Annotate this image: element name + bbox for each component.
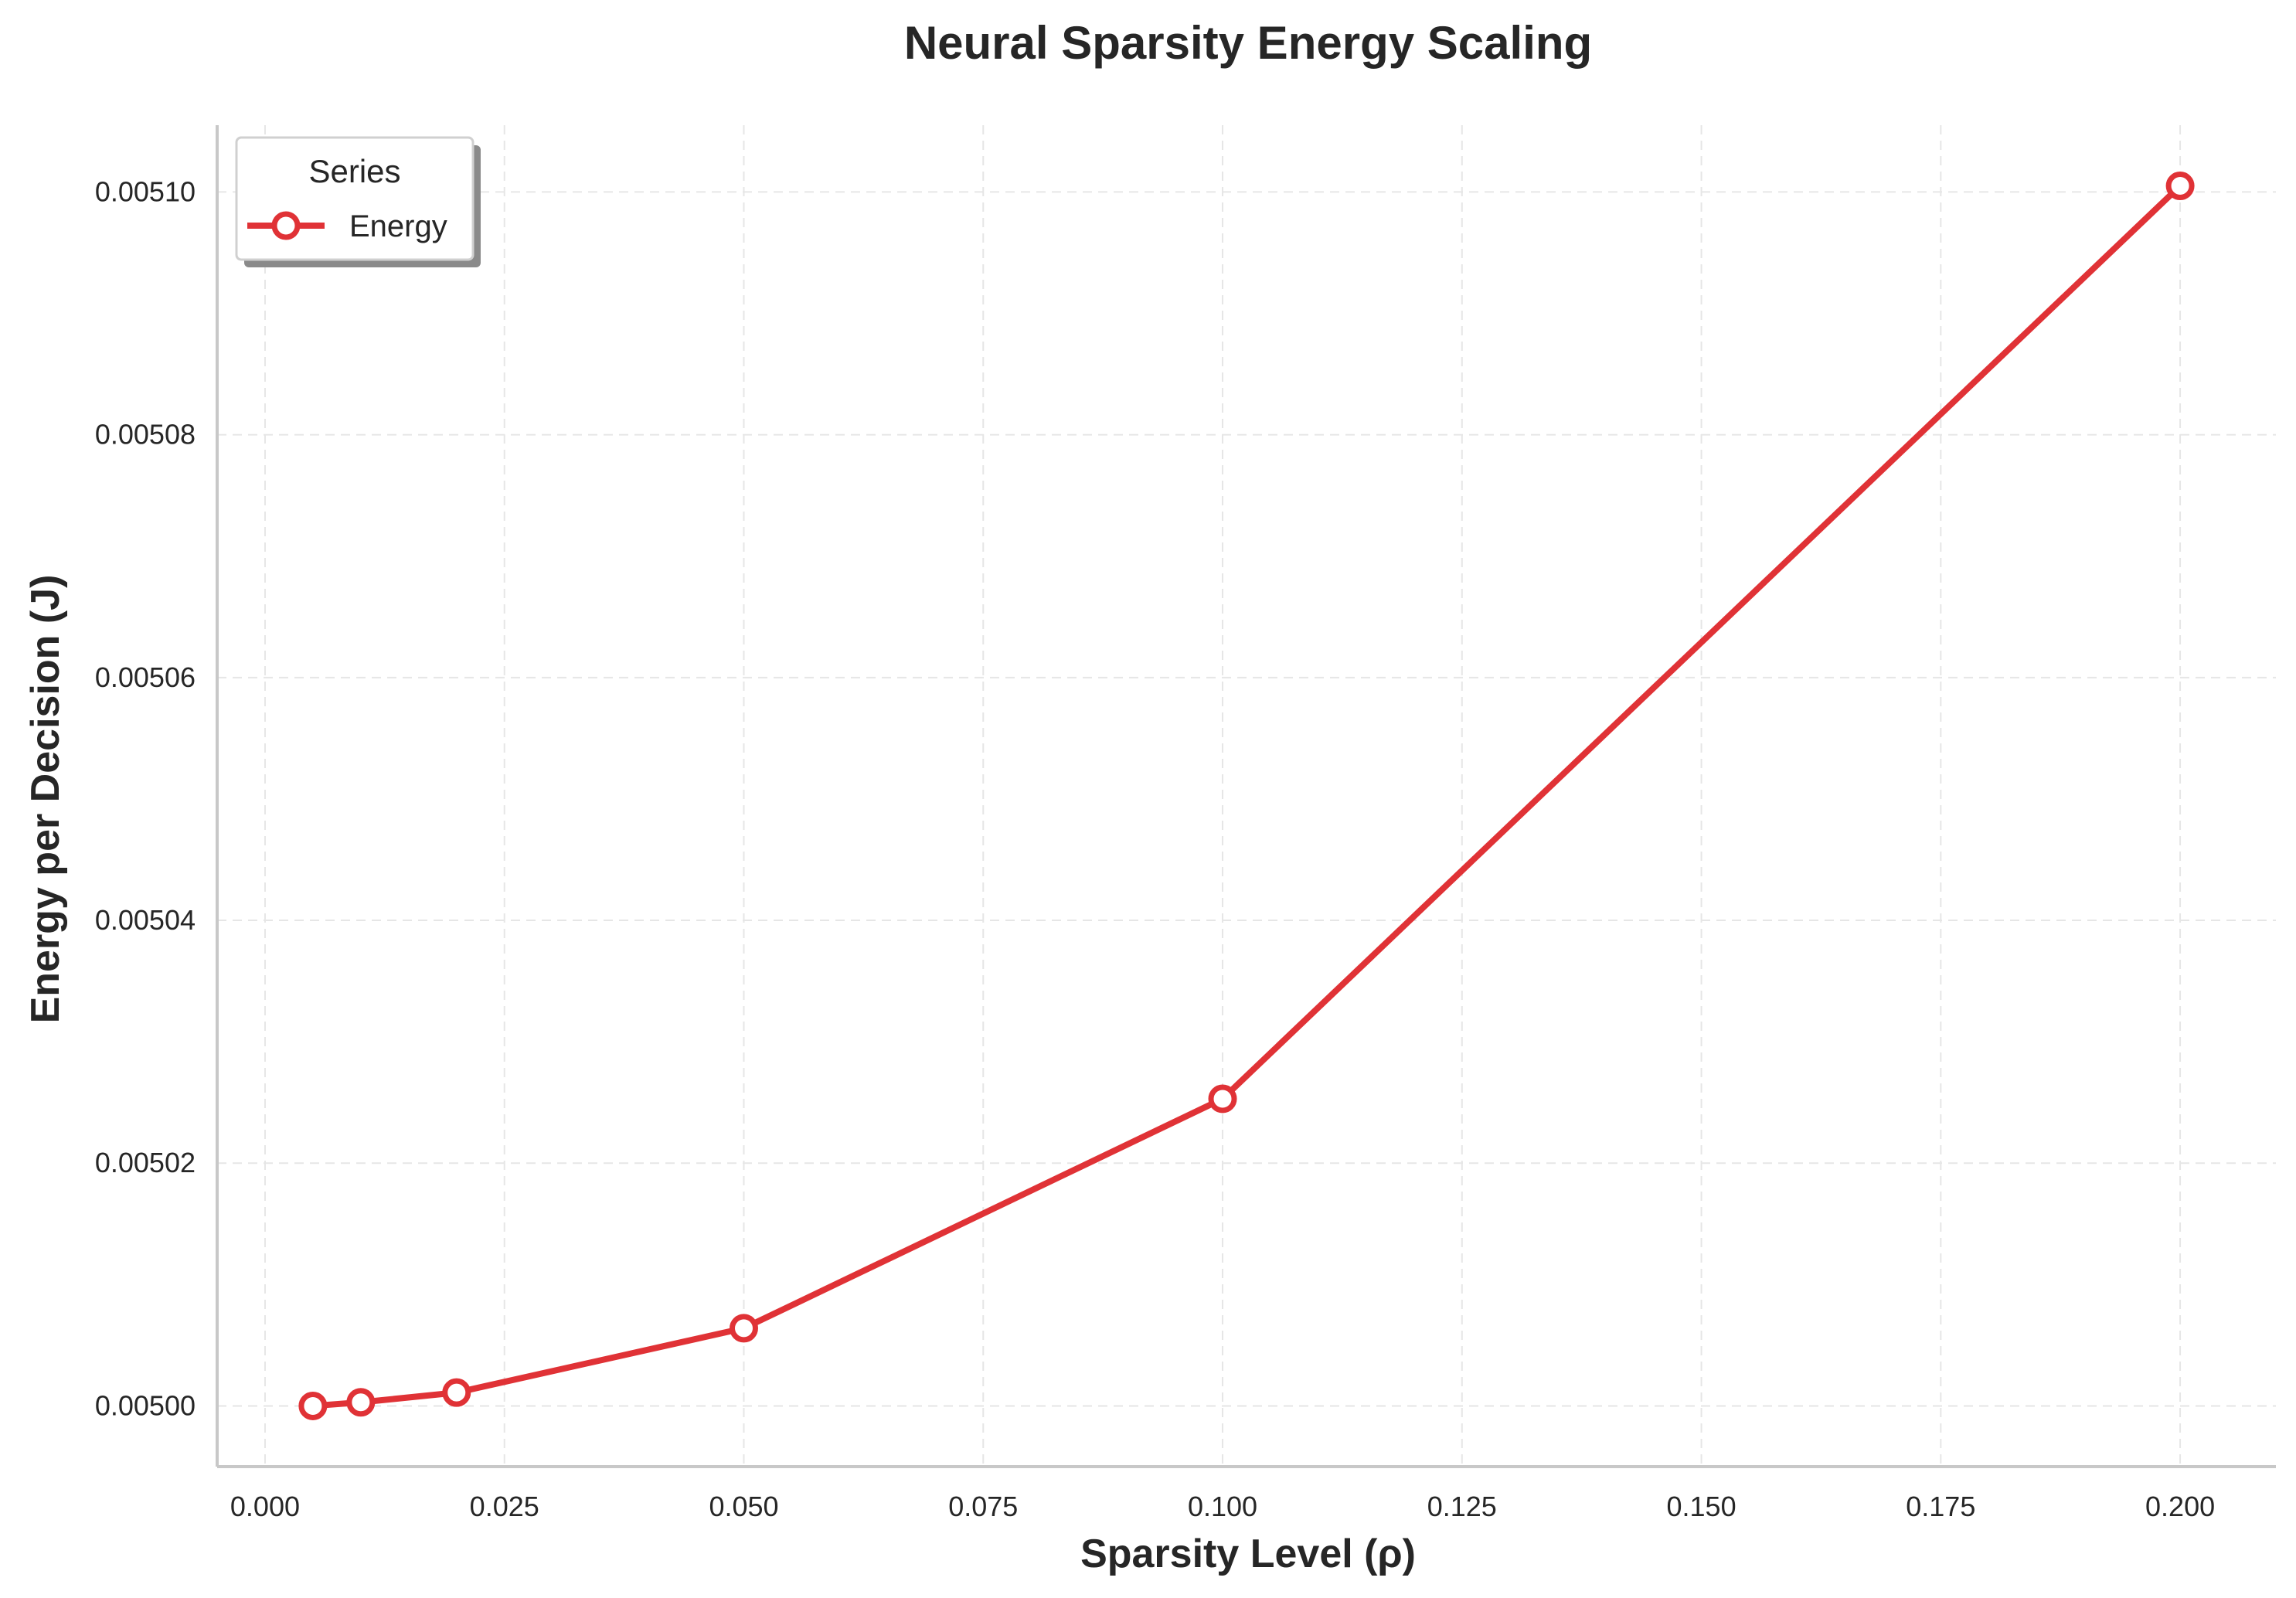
legend: Series Energy xyxy=(235,136,481,267)
y-tick-label: 0.00506 xyxy=(95,661,196,693)
legend-swatch-marker xyxy=(271,211,301,240)
y-tick-labels: 0.00500 0.00502 0.00504 0.00506 0.00508 0.005… xyxy=(95,175,196,1421)
series xyxy=(298,172,2195,1420)
x-tick-label: 0.000 xyxy=(230,1491,300,1522)
y-tick-label: 0.00504 xyxy=(95,904,196,936)
x-axis-label: Sparsity Level (ρ) xyxy=(1080,1532,1416,1576)
y-tick-label: 0.00508 xyxy=(95,419,196,450)
data-point xyxy=(442,1378,471,1407)
x-tick-label: 0.175 xyxy=(1906,1491,1975,1522)
chart-title: Neural Sparsity Energy Scaling xyxy=(904,17,1592,69)
x-tick-label: 0.100 xyxy=(1188,1491,1257,1522)
x-tick-label: 0.200 xyxy=(2145,1491,2215,1522)
series-line-energy xyxy=(309,182,2184,1409)
x-tick-label: 0.025 xyxy=(470,1491,539,1522)
data-point xyxy=(2165,172,2195,201)
data-point xyxy=(1208,1084,1237,1114)
grid xyxy=(217,125,2276,1467)
legend-entry-energy: Energy xyxy=(349,209,447,243)
y-tick-label: 0.00500 xyxy=(95,1389,196,1421)
data-point xyxy=(346,1388,376,1417)
data-point xyxy=(298,1391,328,1420)
y-axis-label: Energy per Decision (J) xyxy=(23,575,68,1024)
x-tick-labels: 0.000 0.025 0.050 0.075 0.100 0.125 0.150 0.175… xyxy=(230,1491,2215,1522)
x-tick-label: 0.125 xyxy=(1427,1491,1497,1522)
y-tick-label: 0.00502 xyxy=(95,1147,196,1178)
x-tick-label: 0.050 xyxy=(709,1491,778,1522)
legend-title: Series xyxy=(308,153,400,189)
data-point xyxy=(729,1314,758,1343)
x-tick-label: 0.150 xyxy=(1667,1491,1736,1522)
axes xyxy=(216,125,2276,1468)
x-tick-label: 0.075 xyxy=(948,1491,1018,1522)
y-tick-label: 0.00510 xyxy=(95,175,196,207)
